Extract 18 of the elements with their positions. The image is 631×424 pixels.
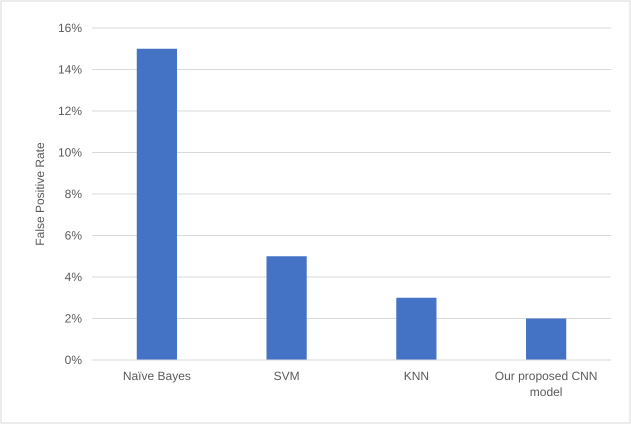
y-tick-label: 16% xyxy=(58,21,82,36)
bar xyxy=(266,256,307,360)
x-tick-label: Naïve Bayes xyxy=(122,369,191,383)
y-tick-label: 6% xyxy=(64,228,82,243)
y-tick-label: 2% xyxy=(64,312,82,326)
x-tick-label: SVM xyxy=(274,369,300,383)
y-tick-label: 0% xyxy=(64,353,82,368)
y-axis-title: False Positive Rate xyxy=(33,142,47,246)
y-tick-label: 12% xyxy=(58,104,82,118)
y-tick-label: 8% xyxy=(64,187,82,202)
bar xyxy=(526,318,566,360)
x-tick-label: Our proposed CNN model xyxy=(494,369,598,399)
y-tick-label: 4% xyxy=(64,270,82,284)
y-tick-label: 10% xyxy=(58,146,82,160)
x-tick-label: KNN xyxy=(404,369,430,383)
bar xyxy=(396,298,436,360)
y-tick-label: 14% xyxy=(58,62,82,77)
bar xyxy=(136,48,177,360)
